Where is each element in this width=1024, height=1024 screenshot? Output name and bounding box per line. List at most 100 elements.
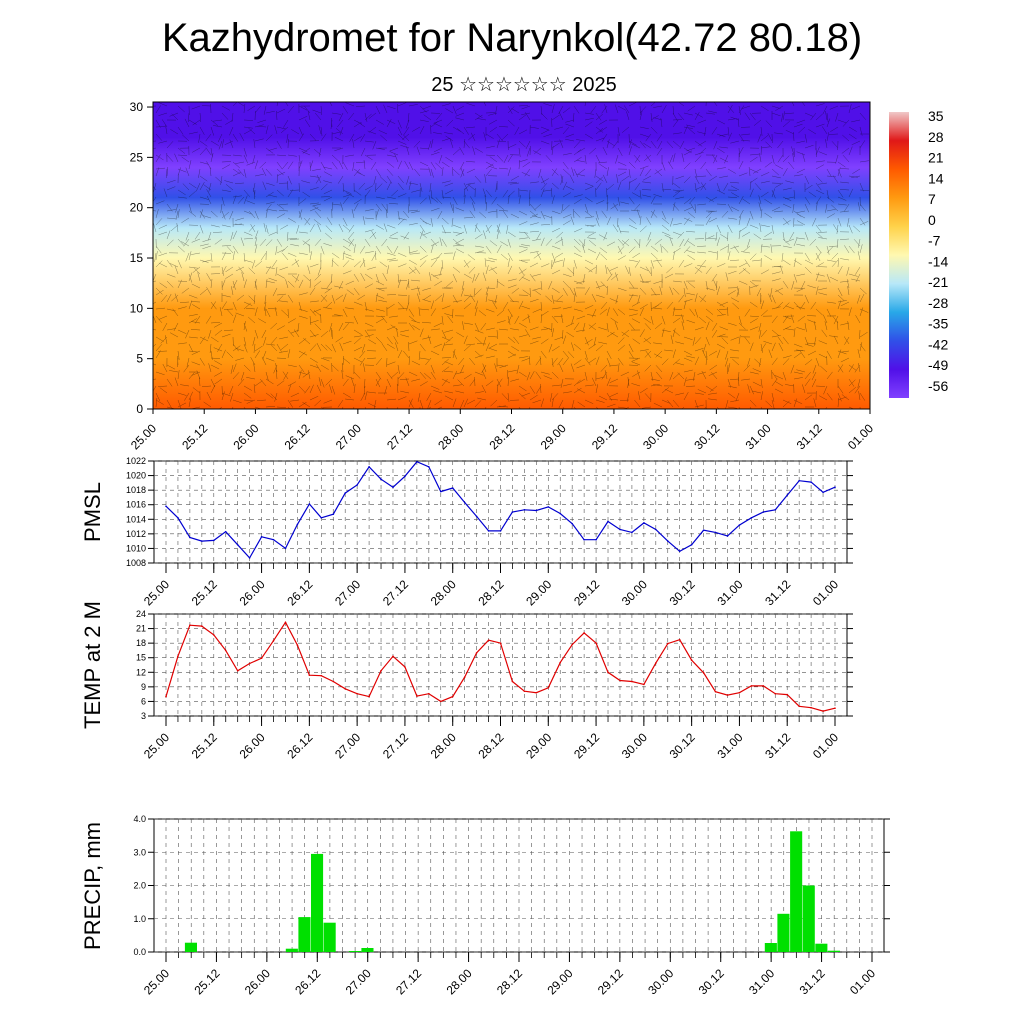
data-point — [165, 505, 167, 508]
data-point — [595, 538, 597, 541]
colorbar-label: -35 — [928, 316, 948, 332]
y-tick-label: 24 — [136, 609, 146, 619]
data-point — [487, 639, 490, 641]
precip-bar — [361, 948, 374, 952]
data-point — [332, 513, 335, 515]
data-point — [810, 481, 812, 483]
x-tick-label: 25.12 — [189, 730, 220, 761]
y-tick-label: 1014 — [126, 514, 146, 524]
vertical-profile-panel: 0 5 10 15 20 25 30 25.00 25.12 26.00 26.12 27.00 27.… — [128, 100, 876, 452]
x-tick-label: 29.00 — [544, 966, 575, 997]
x-tick-label: 25.12 — [189, 577, 220, 608]
precip-bar — [323, 922, 336, 952]
data-point — [201, 625, 203, 627]
x-tick-label: 29.12 — [595, 966, 626, 997]
data-point — [774, 509, 777, 511]
data-point — [428, 466, 430, 468]
y-tick-label: 5 — [136, 352, 143, 366]
x-tick-label: 27.12 — [384, 421, 415, 452]
data-point — [368, 466, 370, 468]
x-tick-label: 25.12 — [179, 421, 210, 452]
data-point — [547, 506, 550, 508]
data-point — [726, 694, 729, 696]
x-tick-label: 28.00 — [444, 966, 475, 997]
colorbar-label: 7 — [928, 191, 936, 207]
data-point — [332, 680, 335, 683]
y-tick-label: 0.0 — [133, 947, 146, 957]
data-point — [177, 655, 179, 658]
y-tick-label: 20 — [130, 201, 144, 215]
data-point — [284, 621, 287, 624]
colorbar-label: 35 — [928, 108, 944, 124]
precip-bar — [815, 943, 828, 952]
data-point — [750, 517, 753, 519]
data-point — [786, 693, 788, 696]
x-tick-label: 25.00 — [141, 577, 172, 608]
data-point — [523, 509, 526, 511]
data-point — [451, 487, 454, 489]
data-point — [822, 491, 824, 494]
y-tick-label: 25 — [130, 150, 144, 164]
data-point — [655, 528, 657, 531]
data-point — [499, 642, 502, 644]
y-tick-label: 1010 — [126, 543, 146, 553]
y-tick-label: 4.0 — [133, 814, 146, 824]
data-point — [750, 685, 753, 687]
data-point — [583, 538, 585, 541]
data-point — [475, 515, 478, 518]
colorbar-label: -7 — [928, 233, 941, 249]
x-tick-label: 01.00 — [845, 421, 876, 452]
data-point — [786, 494, 788, 497]
data-point — [559, 661, 561, 664]
y-tick-label: 1018 — [126, 485, 146, 495]
pmsl-panel: 1008 1010 1012 1014 1016 1018 1020 1022 25.00 25.… — [80, 456, 853, 608]
x-tick-label: 29.00 — [538, 421, 569, 452]
x-tick-label: 27.12 — [393, 966, 424, 997]
data-point — [678, 638, 681, 641]
x-tick-label: 31.00 — [714, 577, 745, 608]
data-point — [535, 691, 538, 694]
data-point — [440, 700, 442, 703]
precip-bar — [184, 942, 197, 952]
data-point — [690, 659, 693, 661]
data-point — [571, 643, 573, 646]
data-point — [667, 540, 669, 542]
y-tick-label: 1.0 — [133, 914, 146, 924]
data-point — [619, 528, 621, 531]
data-point — [201, 540, 203, 542]
data-point — [714, 531, 717, 534]
data-point — [296, 644, 299, 646]
data-point — [416, 460, 418, 463]
colorbar-label: -49 — [928, 357, 948, 373]
x-tick-label: 27.12 — [380, 730, 411, 761]
y-tick-label: 21 — [136, 624, 146, 634]
x-tick-label: 28.00 — [435, 421, 466, 452]
colorbar-label: -42 — [928, 336, 948, 352]
x-tick-label: 30.00 — [619, 730, 650, 761]
precip-bar — [285, 948, 298, 952]
y-tick-label: 10 — [130, 301, 144, 315]
data-point — [344, 492, 347, 494]
data-point — [571, 522, 573, 525]
data-point — [356, 692, 358, 695]
precip-bar — [790, 831, 803, 952]
x-tick-label: 01.00 — [847, 966, 878, 997]
x-tick-label: 28.00 — [428, 730, 459, 761]
x-tick-label: 26.00 — [237, 730, 268, 761]
precip-bar — [827, 950, 840, 952]
data-point — [165, 695, 167, 698]
precip-bar — [802, 885, 815, 952]
profile-field — [153, 102, 870, 409]
data-point — [475, 652, 478, 654]
x-tick-label: 25.00 — [141, 730, 172, 761]
y-tick-label: 1020 — [126, 471, 146, 481]
data-point — [619, 679, 621, 682]
data-point — [631, 531, 633, 534]
x-tick-label: 28.12 — [475, 730, 506, 761]
data-point — [248, 662, 251, 665]
x-tick-label: 25.00 — [128, 421, 159, 452]
data-point — [451, 695, 454, 698]
data-point — [810, 706, 812, 709]
data-point — [272, 538, 275, 541]
